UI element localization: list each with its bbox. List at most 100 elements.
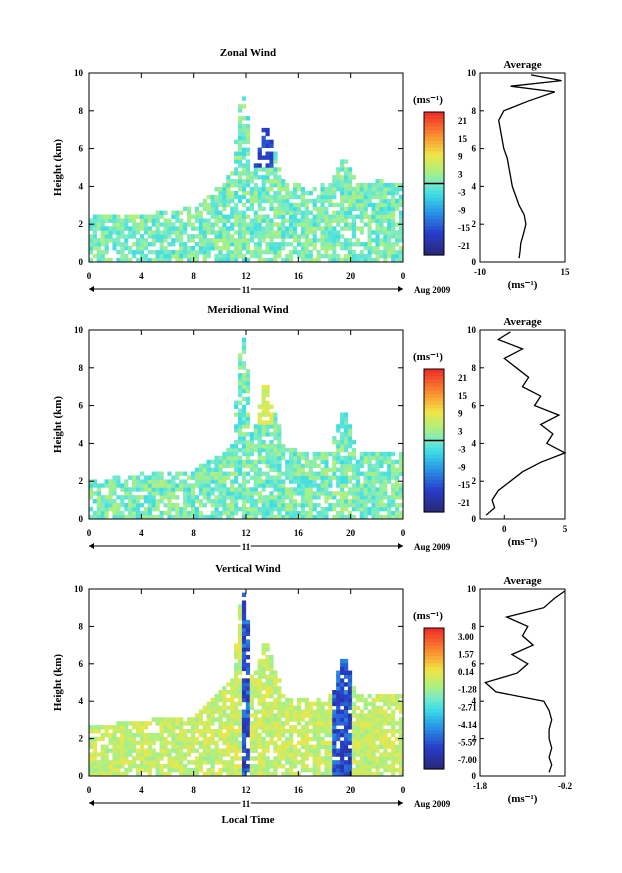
day-bar-arrow xyxy=(89,286,94,292)
heatmap-cell xyxy=(120,242,125,247)
heatmap-cell xyxy=(159,491,164,496)
heatmap-cell xyxy=(316,471,321,476)
heatmap-cell xyxy=(324,483,329,488)
heatmap-cell xyxy=(304,246,309,251)
heatmap-cell xyxy=(238,740,243,746)
heatmap-cell xyxy=(336,202,341,208)
heatmap-cell xyxy=(238,392,243,398)
heatmap-cell xyxy=(218,230,223,235)
heatmap-cell xyxy=(230,479,235,484)
heatmap-cell xyxy=(387,253,392,259)
heatmap-cell xyxy=(241,510,247,516)
heatmap-cell xyxy=(340,682,345,687)
heatmap-cell xyxy=(132,510,137,516)
heatmap-cell xyxy=(367,226,372,231)
heatmap-cell xyxy=(257,443,262,449)
heatmap-cell xyxy=(183,249,188,255)
heatmap-cell xyxy=(143,222,149,227)
heatmap-cell xyxy=(347,760,353,765)
heatmap-cell xyxy=(241,238,247,243)
heatmap-cell xyxy=(234,756,239,761)
heatmap-cell xyxy=(265,230,270,235)
heatmap-cell xyxy=(163,226,168,231)
heatmap-cell xyxy=(241,388,247,394)
heatmap-cell xyxy=(238,139,243,145)
heatmap-cell xyxy=(304,764,309,769)
heatmap-cell xyxy=(210,767,215,773)
heatmap-cell xyxy=(163,740,168,746)
heatmap-cell xyxy=(210,705,215,711)
colorbar-segment xyxy=(424,237,444,242)
heatmap-cell xyxy=(120,246,125,251)
heatmap-cell xyxy=(132,499,137,504)
heatmap-cell xyxy=(391,194,396,200)
y-tick-label: 6 xyxy=(79,659,84,669)
heatmap-cell xyxy=(363,506,368,512)
heatmap-cell xyxy=(245,717,251,722)
heatmap-cell xyxy=(292,202,298,208)
heatmap-cell xyxy=(296,503,302,508)
heatmap-cell xyxy=(155,471,160,476)
heatmap-cell xyxy=(320,717,325,722)
heatmap-cell xyxy=(253,432,258,437)
heatmap-cell xyxy=(300,210,306,215)
heatmap-cell xyxy=(241,771,247,777)
heatmap-cell xyxy=(257,725,262,730)
heatmap-cell xyxy=(171,479,176,484)
heatmap-cell xyxy=(249,451,254,457)
heatmap-cell xyxy=(88,760,94,765)
heatmap-cell xyxy=(226,487,231,492)
heatmap-cell xyxy=(383,697,388,703)
heatmap-cell xyxy=(206,242,211,247)
heatmap-cell xyxy=(269,412,274,417)
heatmap-cell xyxy=(367,249,372,255)
heatmap-cell xyxy=(265,451,270,457)
heatmap-cell xyxy=(155,226,160,231)
heatmap-cell xyxy=(355,190,360,196)
heatmap-cell xyxy=(351,760,357,765)
heatmap-cell xyxy=(238,416,243,421)
heatmap-cell xyxy=(159,728,164,734)
heatmap-cell xyxy=(340,257,345,263)
heatmap-cell xyxy=(226,697,231,703)
heatmap-cell xyxy=(230,499,235,504)
heatmap-cell xyxy=(116,257,121,263)
heatmap-cell xyxy=(241,760,247,765)
heatmap-cell xyxy=(151,234,156,239)
heatmap-cell xyxy=(210,499,215,504)
heatmap-cell xyxy=(387,701,392,707)
heatmap-cell xyxy=(218,249,223,255)
heatmap-cell xyxy=(257,147,262,152)
heatmap-cell xyxy=(147,721,152,726)
heatmap-cell xyxy=(387,705,392,711)
heatmap-cell xyxy=(269,705,274,711)
heatmap-cell xyxy=(245,748,251,753)
heatmap-cell xyxy=(179,728,184,734)
heatmap-cell xyxy=(245,693,251,699)
heatmap-cell xyxy=(175,756,180,761)
heatmap-cell xyxy=(163,510,168,516)
heatmap-cell xyxy=(363,190,368,196)
heatmap-cell xyxy=(238,728,243,734)
heatmap-cell xyxy=(292,475,298,480)
heatmap-cell xyxy=(214,748,219,753)
heatmap-cell xyxy=(155,756,160,761)
profile-x-label: (ms⁻¹) xyxy=(508,279,538,291)
heatmap-cell xyxy=(371,728,376,734)
heatmap-cell xyxy=(238,643,243,648)
heatmap-cell xyxy=(300,214,306,219)
heatmap-cell xyxy=(159,748,164,753)
heatmap-cell xyxy=(316,487,321,492)
heatmap-cell xyxy=(265,705,270,711)
heatmap-cell xyxy=(241,728,247,734)
heatmap-cell xyxy=(383,740,388,746)
heatmap-cell xyxy=(367,760,372,765)
heatmap-cell xyxy=(116,238,121,243)
colorbar-segment xyxy=(424,215,444,220)
heatmap-cell xyxy=(269,499,274,504)
heatmap-cell xyxy=(308,736,313,742)
heatmap-cell xyxy=(155,210,160,215)
heatmap-cell xyxy=(277,678,282,683)
heatmap-cell xyxy=(328,732,333,738)
heatmap-cell xyxy=(273,483,278,488)
